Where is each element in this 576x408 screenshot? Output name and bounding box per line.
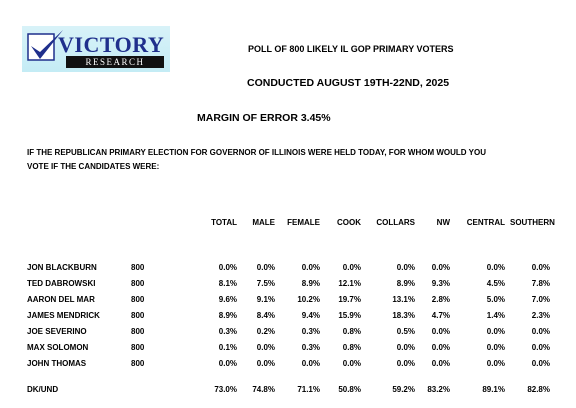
percent-cell: 0.0% (486, 343, 505, 352)
percent-cell: 0.8% (342, 343, 361, 352)
percent-cell: 0.0% (301, 263, 320, 272)
percent-cell: 0.0% (486, 359, 505, 368)
checkmark-icon (27, 30, 63, 61)
percent-cell: 0.0% (531, 359, 550, 368)
column-header: COOK (337, 218, 361, 227)
percent-cell: 0.0% (396, 263, 415, 272)
percent-cell: 12.1% (338, 279, 361, 288)
percent-cell: 0.1% (218, 343, 237, 352)
column-header: MALE (252, 218, 275, 227)
percent-cell: 0.0% (256, 343, 275, 352)
candidate-name: JAMES MENDRICK (27, 311, 100, 320)
percent-cell: 15.9% (338, 311, 361, 320)
column-header: SOUTHERN (510, 218, 555, 227)
percent-cell: 0.0% (531, 327, 550, 336)
percent-cell: 0.0% (431, 359, 450, 368)
percent-cell: 4.5% (486, 279, 505, 288)
percent-cell: 18.3% (392, 311, 415, 320)
percent-cell: 0.0% (431, 327, 450, 336)
column-header: COLLARS (376, 218, 415, 227)
percent-cell: 0.8% (342, 327, 361, 336)
percent-cell: 0.0% (431, 343, 450, 352)
percent-cell: 0.0% (342, 263, 361, 272)
percent-cell: 89.1% (482, 385, 505, 394)
percent-cell: 0.0% (431, 263, 450, 272)
percent-cell: 0.0% (218, 263, 237, 272)
poll-title: POLL OF 800 LIKELY IL GOP PRIMARY VOTERS (248, 44, 454, 54)
percent-cell: 8.9% (218, 311, 237, 320)
candidate-name: AARON DEL MAR (27, 295, 95, 304)
percent-cell: 73.0% (214, 385, 237, 394)
percent-cell: 0.3% (218, 327, 237, 336)
percent-cell: 13.1% (392, 295, 415, 304)
sample-size: 800 (131, 295, 145, 304)
percent-cell: 9.3% (431, 279, 450, 288)
percent-cell: 8.4% (256, 311, 275, 320)
percent-cell: 50.8% (338, 385, 361, 394)
dk-und-label: DK/UND (27, 385, 59, 394)
percent-cell: 0.0% (396, 343, 415, 352)
poll-dates: CONDUCTED AUGUST 19TH-22ND, 2025 (247, 77, 450, 89)
percent-cell: 0.3% (301, 343, 320, 352)
percent-cell: 0.0% (531, 343, 550, 352)
column-header: FEMALE (287, 218, 320, 227)
percent-cell: 0.5% (396, 327, 415, 336)
victory-research-logo: VICTORY RESEARCH (22, 26, 170, 72)
percent-cell: 8.1% (218, 279, 237, 288)
percent-cell: 2.3% (531, 311, 550, 320)
sample-size: 800 (131, 359, 145, 368)
sample-size: 800 (131, 263, 145, 272)
percent-cell: 71.1% (297, 385, 320, 394)
percent-cell: 0.0% (218, 359, 237, 368)
sample-size: 800 (131, 279, 145, 288)
percent-cell: 0.0% (256, 263, 275, 272)
percent-cell: 9.6% (218, 295, 237, 304)
percent-cell: 5.0% (486, 295, 505, 304)
logo-wordmark: VICTORY (58, 32, 165, 57)
sample-size: 800 (131, 311, 145, 320)
candidate-name: TED DABROWSKI (27, 279, 96, 288)
candidate-name: JON BLACKBURN (27, 263, 97, 272)
percent-cell: 7.8% (531, 279, 550, 288)
percent-cell: 2.8% (431, 295, 450, 304)
column-header: TOTAL (211, 218, 237, 227)
column-header: CENTRAL (466, 218, 505, 227)
percent-cell: 0.3% (301, 327, 320, 336)
percent-cell: 7.0% (531, 295, 550, 304)
candidate-name: MAX SOLOMON (27, 343, 89, 352)
question-text: IF THE REPUBLICAN PRIMARY ELECTION FOR G… (27, 148, 486, 171)
candidate-name: JOHN THOMAS (27, 359, 87, 368)
percent-cell: 1.4% (486, 311, 505, 320)
candidate-name: JOE SEVERINO (27, 327, 87, 336)
percent-cell: 0.0% (342, 359, 361, 368)
percent-cell: 0.0% (486, 327, 505, 336)
percent-cell: 0.0% (301, 359, 320, 368)
percent-cell: 82.8% (527, 385, 550, 394)
percent-cell: 9.1% (256, 295, 275, 304)
percent-cell: 0.2% (256, 327, 275, 336)
percent-cell: 0.0% (256, 359, 275, 368)
percent-cell: 0.0% (486, 263, 505, 272)
sample-size: 800 (131, 343, 145, 352)
percent-cell: 4.7% (431, 311, 450, 320)
percent-cell: 0.0% (531, 263, 550, 272)
percent-cell: 59.2% (392, 385, 415, 394)
percent-cell: 19.7% (338, 295, 361, 304)
column-header: NW (436, 218, 450, 227)
percent-cell: 74.8% (252, 385, 275, 394)
logo-subtitle: RESEARCH (66, 56, 164, 68)
percent-cell: 7.5% (256, 279, 275, 288)
percent-cell: 0.0% (396, 359, 415, 368)
margin-of-error: MARGIN OF ERROR 3.45% (197, 112, 331, 124)
sample-size: 800 (131, 327, 145, 336)
percent-cell: 8.9% (396, 279, 415, 288)
percent-cell: 9.4% (301, 311, 320, 320)
percent-cell: 10.2% (297, 295, 320, 304)
percent-cell: 8.9% (301, 279, 320, 288)
percent-cell: 83.2% (427, 385, 450, 394)
